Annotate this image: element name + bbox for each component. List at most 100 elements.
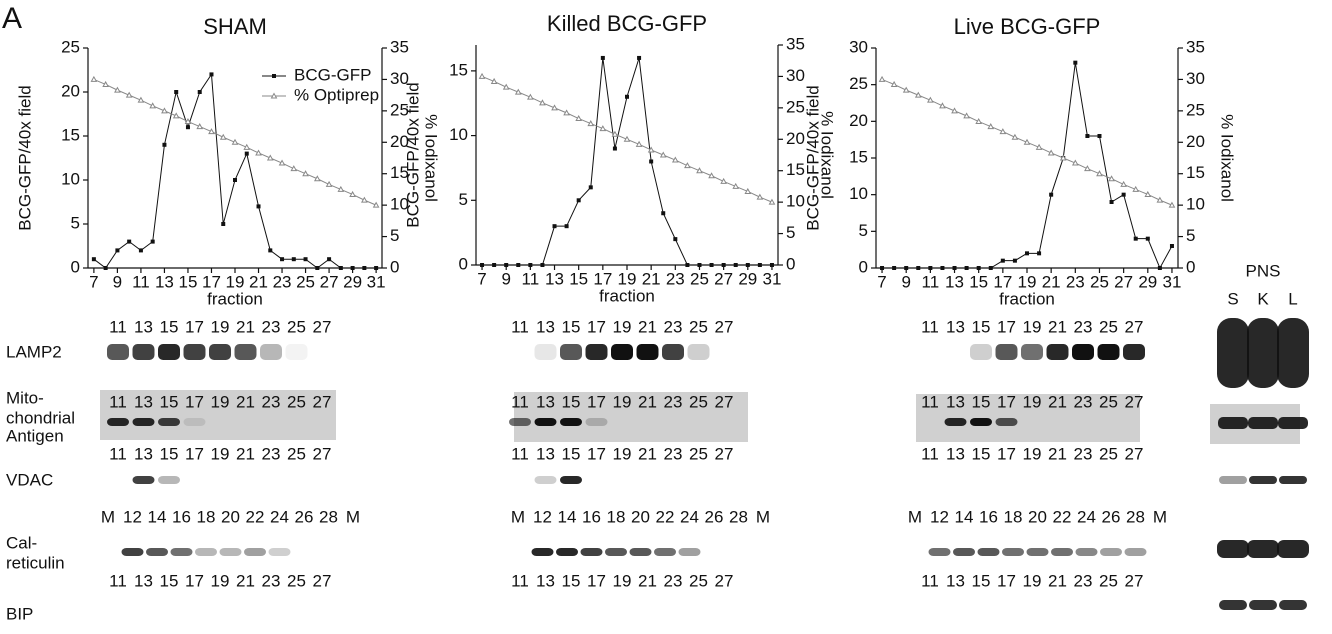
marker (1059, 154, 1067, 161)
marker (278, 159, 286, 166)
lane-label: 27 (313, 571, 332, 590)
x-tick-label: 25 (296, 272, 315, 291)
marker (480, 263, 485, 267)
lane-label: 18 (1004, 507, 1023, 526)
marker (161, 107, 168, 114)
marker (492, 263, 497, 267)
marker (315, 266, 320, 270)
blot-band (1100, 548, 1122, 556)
lane-label: 15 (160, 392, 179, 411)
lane-label: M (346, 507, 360, 526)
lane-label: 24 (1077, 507, 1096, 526)
lane-label: 13 (946, 444, 965, 463)
lane-label: 21 (1048, 392, 1067, 411)
lane-label: M (908, 507, 922, 526)
row-label: Mito- (6, 388, 44, 407)
chart-title: Live BCG-GFP (954, 14, 1101, 39)
lane-label: 18 (607, 507, 626, 526)
marker (951, 107, 958, 114)
marker (709, 263, 714, 267)
y2-tick-label: 35 (390, 37, 409, 56)
chart-title: Killed BCG-GFP (547, 11, 707, 36)
lane-label: 21 (1048, 571, 1067, 590)
lane-label: 16 (979, 507, 998, 526)
x-tick-label: 7 (477, 269, 486, 288)
y2-tick-label: 25 (786, 97, 805, 116)
lane-label: 25 (689, 571, 708, 590)
x-tick-label: 23 (666, 269, 685, 288)
x-tick-label: 9 (501, 269, 510, 288)
x-tick-label: 7 (877, 272, 886, 291)
lane-label: 22 (1053, 507, 1072, 526)
blot-band (995, 344, 1018, 360)
marker (1121, 192, 1126, 197)
lane-label: 14 (148, 507, 167, 526)
blot-band (970, 344, 992, 360)
marker (988, 266, 993, 270)
marker (1047, 149, 1055, 156)
lane-label: 13 (946, 392, 965, 411)
marker (137, 96, 145, 103)
y2-tick-label: 35 (786, 34, 805, 53)
marker (255, 149, 262, 156)
marker (551, 104, 558, 111)
lane-label: 25 (287, 444, 306, 463)
blot-band (209, 344, 231, 360)
marker (1096, 170, 1103, 177)
x-tick-label: 13 (545, 269, 564, 288)
blot-band (977, 548, 1000, 556)
marker (625, 94, 629, 99)
marker (219, 133, 227, 140)
marker (325, 180, 333, 187)
marker (1035, 143, 1043, 150)
blot-band (560, 344, 582, 360)
lane-label: 15 (160, 317, 179, 336)
lane-label: 15 (160, 444, 179, 463)
y2-tick-label: 10 (1186, 195, 1205, 214)
y2-tick-label: 10 (390, 195, 409, 214)
x-tick-label: 21 (249, 272, 268, 291)
blot-band (1217, 540, 1249, 558)
marker (1157, 266, 1162, 270)
legend-marker (270, 92, 278, 99)
marker (290, 165, 298, 172)
lane-label: 21 (236, 392, 255, 411)
x-tick-label: 13 (155, 272, 174, 291)
y-axis-label: BCG-GFP/40x field (403, 82, 422, 228)
y-axis-label: BCG-GFP/40x field (803, 85, 822, 231)
marker (338, 266, 343, 270)
x-tick-label: 13 (945, 272, 964, 291)
marker (732, 182, 740, 189)
blot-band (132, 344, 155, 360)
lane-label: 27 (313, 444, 332, 463)
blot-band (556, 548, 578, 556)
blot-background (100, 390, 336, 440)
y2-tick-label: 0 (1186, 257, 1195, 276)
lane-label: 25 (1099, 444, 1118, 463)
x-tick-label: 25 (1090, 272, 1109, 291)
x-tick-label: 15 (969, 272, 988, 291)
lane-label: 11 (109, 571, 127, 590)
marker (516, 263, 521, 267)
marker (528, 263, 533, 267)
row-label: LAMP2 (6, 342, 62, 361)
marker (649, 159, 654, 164)
y2-tick-label: 10 (786, 192, 805, 211)
y2-axis-label: % Iodixanol (1218, 114, 1237, 202)
lane-label: 27 (313, 392, 332, 411)
y2-tick-label: 15 (786, 160, 805, 179)
lane-label: 22 (656, 507, 675, 526)
x-tick-label: 19 (1018, 272, 1037, 291)
lane-label: 11 (109, 317, 127, 336)
x-tick-label: 27 (714, 269, 733, 288)
lane-label: 25 (287, 317, 306, 336)
blot-band (1219, 600, 1247, 610)
pns-lane-label: S (1227, 289, 1238, 308)
lane-label: 27 (715, 392, 734, 411)
lane-label: 26 (1102, 507, 1121, 526)
lane-label: 28 (729, 507, 748, 526)
marker (1071, 159, 1079, 166)
marker (576, 198, 581, 203)
lane-label: 13 (536, 444, 555, 463)
